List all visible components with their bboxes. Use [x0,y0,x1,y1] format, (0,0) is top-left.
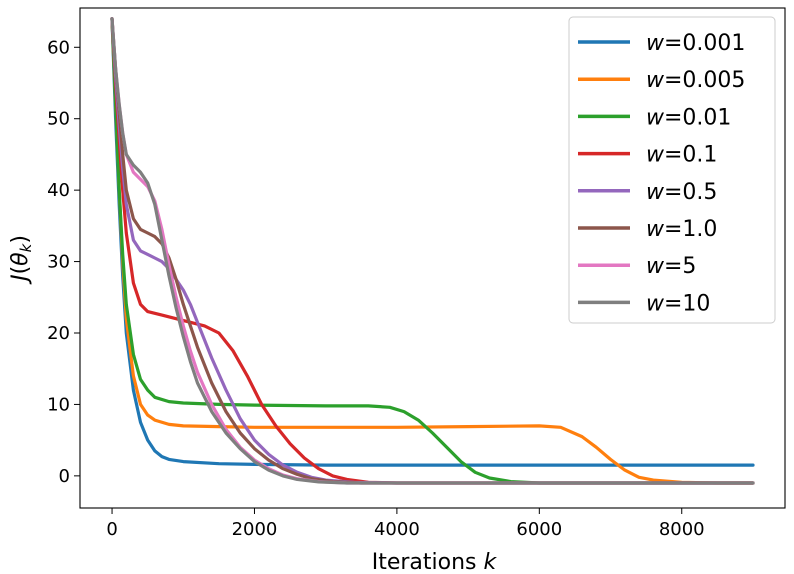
legend-entry: w=5 [578,254,696,279]
legend-entry: w=0.005 [578,68,745,93]
x-tick-label: 8000 [659,519,705,540]
y-tick-label: 40 [47,180,70,201]
series-line-w10 [110,17,755,485]
x-tick-label: 4000 [374,519,420,540]
legend-label: w=10 [646,291,710,316]
x-axis-label: Iterations k [372,550,498,574]
legend-label: w=0.5 [646,180,717,205]
y-axis-ticks: 0 10 20 30 40 50 60 [47,37,80,487]
legend-items: w=0.001 w=0.005 w=0.01 w=0.1 w=0.5 w=1.0 w=5 w=… [578,31,745,316]
series-layer [110,17,755,485]
legend-entry: w=1.0 [578,217,717,242]
x-tick-label: 6000 [516,519,562,540]
series-line-w0-1 [110,17,755,485]
x-tick-label: 0 [106,519,117,540]
legend-label: w=1.0 [646,217,717,242]
legend-label: w=0.005 [646,68,745,93]
legend-entry: w=0.01 [578,105,731,130]
y-tick-label: 60 [47,37,70,58]
legend-entry: w=10 [578,291,710,316]
y-tick-label: 20 [47,323,70,344]
legend-label: w=0.1 [646,143,717,168]
legend: w=0.001 w=0.005 w=0.01 w=0.1 w=0.5 w=1.0 w=5 w=… [568,16,776,324]
series-line-w0-005 [110,17,755,485]
legend-label: w=5 [646,254,696,279]
x-axis-ticks: 0 2000 4000 6000 8000 [106,508,705,540]
y-tick-label: 10 [47,394,70,415]
legend-label: w=0.01 [646,105,731,130]
legend-entry: w=0.5 [578,180,717,205]
legend-entry: w=0.1 [578,143,717,168]
y-axis-label: J(θk) [8,235,35,285]
plot-area-frame [79,7,786,509]
y-tick-label: 0 [59,466,70,487]
x-tick-label: 2000 [232,519,278,540]
y-tick-label: 30 [47,252,70,273]
legend-entry: w=0.001 [578,31,745,56]
series-line-w1-0 [110,17,755,485]
series-line-w0-01 [110,17,755,485]
legend-label: w=0.001 [646,31,745,56]
legend-box [568,16,776,324]
y-tick-label: 50 [47,109,70,130]
